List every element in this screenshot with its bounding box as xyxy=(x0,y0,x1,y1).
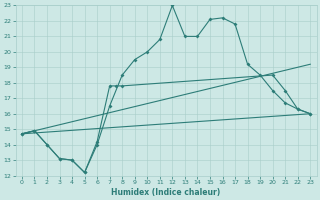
X-axis label: Humidex (Indice chaleur): Humidex (Indice chaleur) xyxy=(111,188,221,197)
